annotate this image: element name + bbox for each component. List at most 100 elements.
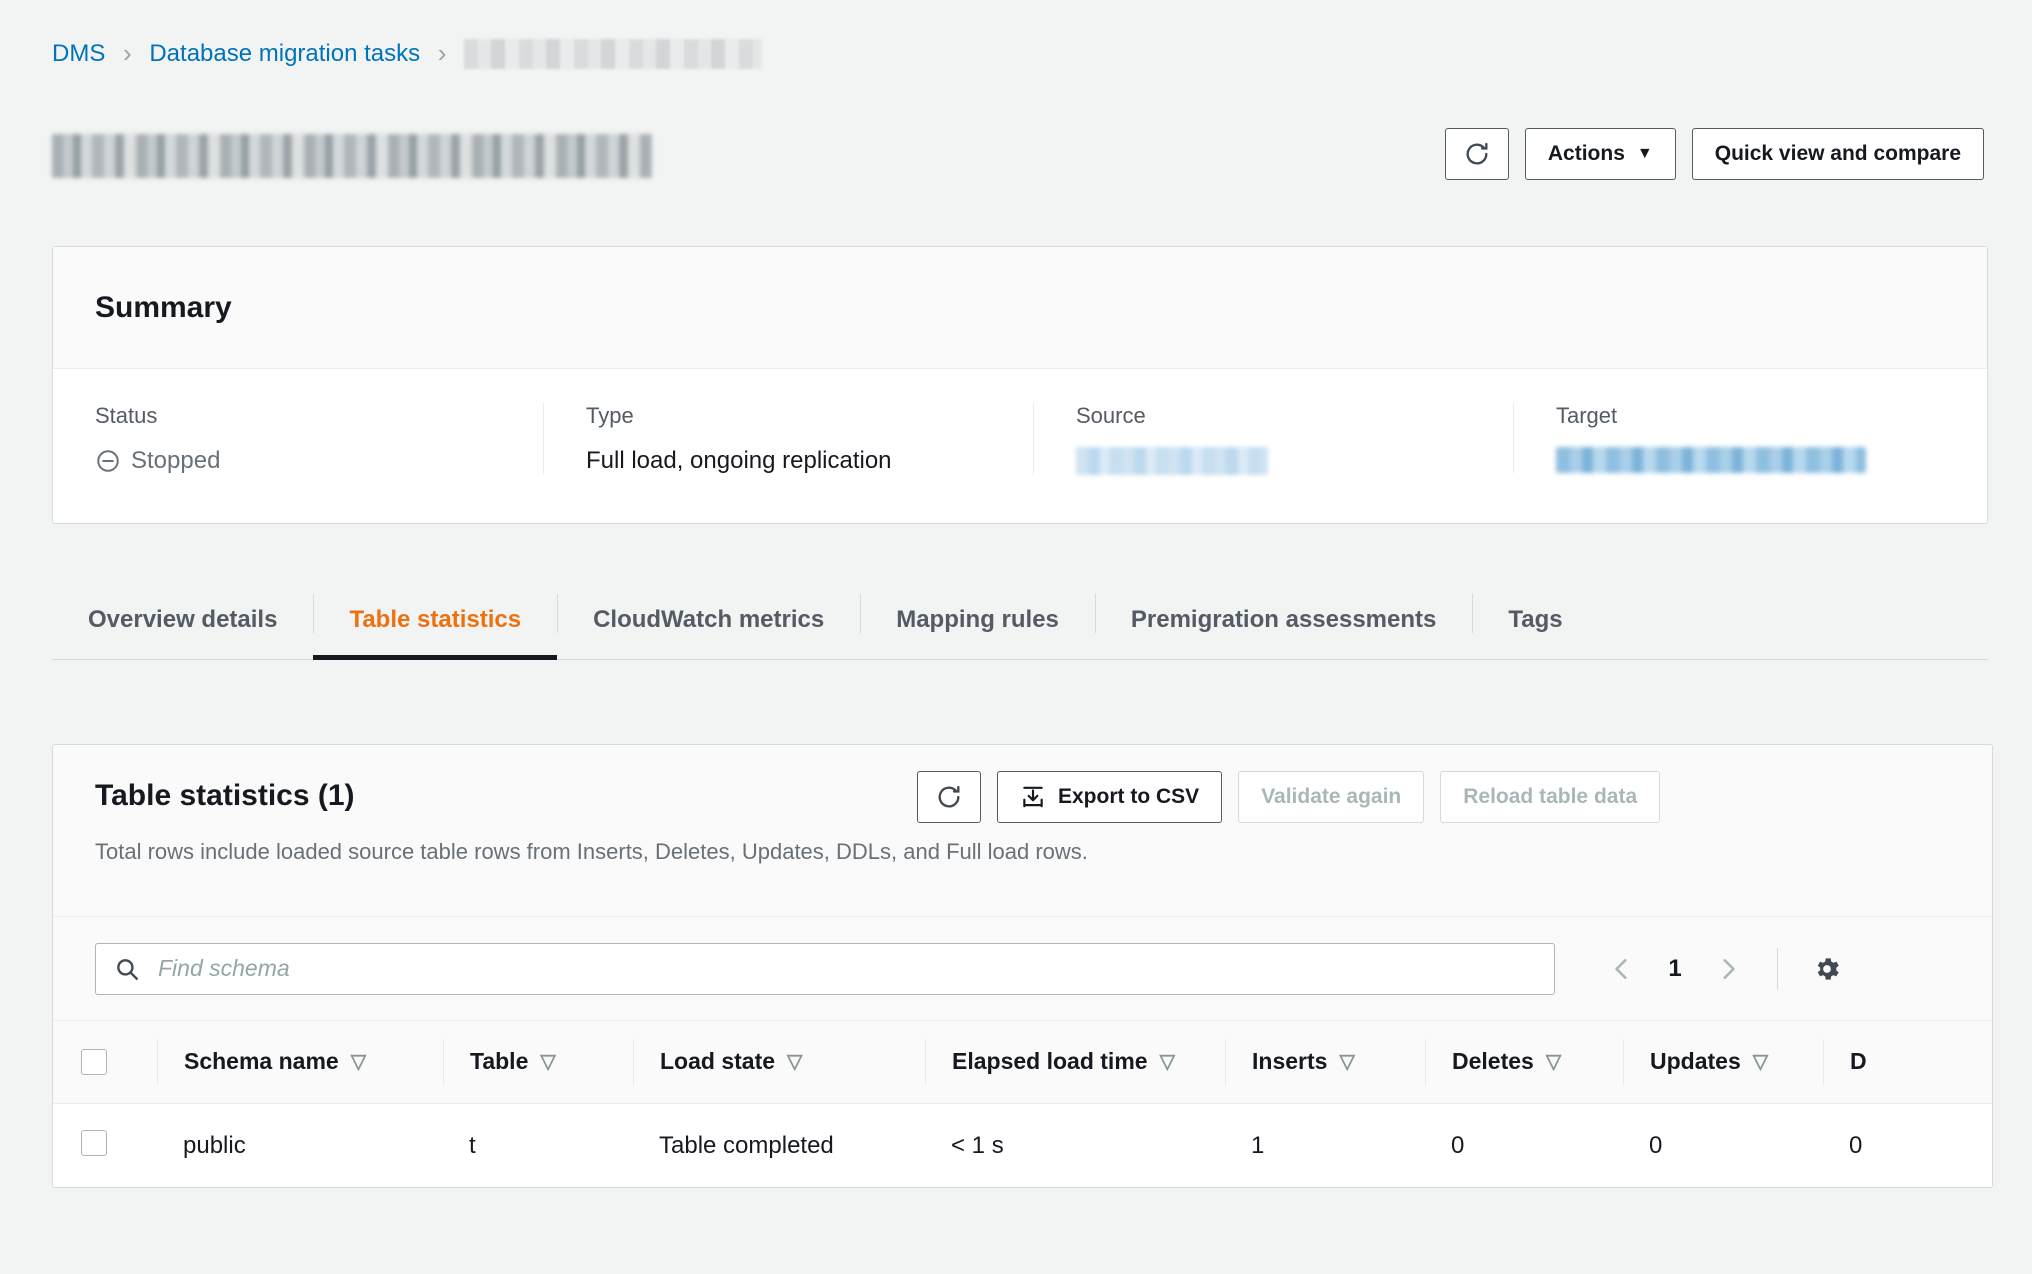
- column-header-load-state[interactable]: Load state ▽: [633, 1021, 925, 1104]
- column-header-inserts-label: Inserts: [1252, 1048, 1328, 1075]
- cell-inserts: 1: [1225, 1103, 1425, 1187]
- column-header-load-state-label: Load state: [660, 1048, 776, 1075]
- search-icon: [114, 956, 140, 982]
- source-endpoint-link-redacted[interactable]: [1076, 447, 1268, 475]
- table-refresh-button[interactable]: [917, 771, 981, 823]
- column-header-schema-name[interactable]: Schema name ▽: [157, 1021, 443, 1104]
- download-icon: [1020, 784, 1046, 810]
- summary-card-header: Summary: [53, 247, 1987, 369]
- select-all-checkbox[interactable]: [81, 1048, 107, 1075]
- summary-field-type-label: Type: [586, 403, 634, 428]
- sort-icon[interactable]: ▽: [540, 1050, 556, 1073]
- sort-icon[interactable]: ▽: [787, 1050, 803, 1073]
- tab-tags[interactable]: Tags: [1472, 580, 1598, 659]
- cell-deletes: 0: [1425, 1103, 1623, 1187]
- page-title: [52, 134, 652, 178]
- task-detail-tabs: Overview details Table statistics CloudW…: [52, 580, 1988, 660]
- table-row[interactable]: public t Table completed < 1 s 1 0 0 0: [53, 1103, 1992, 1187]
- table-statistics-table: Schema name ▽ Table ▽ Load state ▽: [53, 1021, 1992, 1187]
- quick-view-and-compare-button[interactable]: Quick view and compare: [1691, 128, 1984, 180]
- summary-field-status: Status Stopped: [53, 403, 543, 475]
- sort-icon[interactable]: ▽: [1339, 1050, 1355, 1073]
- column-header-inserts[interactable]: Inserts ▽: [1225, 1021, 1425, 1104]
- summary-card: Summary Status Stopped Type Full load: [52, 246, 1988, 524]
- target-endpoint-link-redacted[interactable]: [1556, 447, 1866, 473]
- row-checkbox[interactable]: [81, 1129, 107, 1156]
- column-header-updates-label: Updates: [1650, 1048, 1741, 1075]
- tab-table-statistics[interactable]: Table statistics: [313, 580, 557, 660]
- cell-load-state: Table completed: [633, 1103, 925, 1187]
- pagination-divider: [1777, 947, 1778, 990]
- column-header-table-label: Table: [470, 1048, 529, 1075]
- breadcrumb-item-database-migration-tasks[interactable]: Database migration tasks: [149, 39, 421, 67]
- sort-icon[interactable]: ▽: [1752, 1050, 1769, 1073]
- validate-again-label: Validate again: [1261, 785, 1402, 808]
- sort-icon[interactable]: ▽: [350, 1050, 367, 1073]
- cell-schema-name: public: [157, 1103, 443, 1187]
- validate-again-button[interactable]: Validate again: [1238, 771, 1425, 823]
- row-select-cell: [53, 1103, 157, 1187]
- column-header-ddls[interactable]: D: [1823, 1021, 1992, 1104]
- pagination-next-button[interactable]: [1705, 946, 1751, 992]
- search-schema-box[interactable]: [95, 942, 1555, 995]
- tab-premigration-assessments[interactable]: Premigration assessments: [1094, 580, 1472, 659]
- table-filter-row: 1: [53, 917, 1992, 1021]
- refresh-icon: [1463, 140, 1491, 168]
- cell-ddls: 0: [1823, 1103, 1992, 1187]
- summary-field-type: Type Full load, ongoing replication: [543, 403, 1033, 475]
- table-statistics-header: Table statistics (1) Total rows include …: [53, 745, 1992, 917]
- tab-cloudwatch-metrics[interactable]: CloudWatch metrics: [557, 580, 860, 659]
- export-to-csv-button[interactable]: Export to CSV: [997, 771, 1223, 823]
- cell-updates: 0: [1623, 1103, 1823, 1187]
- reload-table-data-button[interactable]: Reload table data: [1440, 771, 1661, 823]
- breadcrumb-item-dms[interactable]: DMS: [52, 39, 106, 67]
- table-preferences-button[interactable]: [1804, 946, 1850, 992]
- export-to-csv-label: Export to CSV: [1058, 785, 1200, 808]
- quick-view-button-label: Quick view and compare: [1714, 142, 1961, 165]
- table-header-row: Schema name ▽ Table ▽ Load state ▽: [53, 1021, 1992, 1104]
- column-header-deletes-label: Deletes: [1452, 1048, 1534, 1075]
- pagination-prev-button[interactable]: [1599, 946, 1645, 992]
- pagination-page-1[interactable]: 1: [1668, 954, 1682, 982]
- chevron-left-icon: [1609, 956, 1635, 982]
- breadcrumb-separator-icon: ›: [437, 38, 447, 68]
- breadcrumb: DMS › Database migration tasks ›: [52, 38, 763, 69]
- table-statistics-actions: Export to CSV Validate again Reload tabl…: [917, 771, 1661, 823]
- summary-card-body: Status Stopped Type Full load, ongoing r…: [53, 369, 1987, 523]
- sort-icon[interactable]: ▽: [1545, 1050, 1562, 1073]
- table-statistics-panel: Table statistics (1) Total rows include …: [52, 744, 1993, 1188]
- tab-mapping-rules[interactable]: Mapping rules: [860, 580, 1095, 659]
- sort-icon[interactable]: ▽: [1159, 1050, 1175, 1073]
- column-header-schema-name-label: Schema name: [184, 1048, 339, 1075]
- summary-field-target-value-wrap: [1556, 447, 1989, 473]
- cell-table: t: [443, 1103, 633, 1187]
- summary-field-source: Source: [1033, 403, 1513, 475]
- column-header-table[interactable]: Table ▽: [443, 1021, 633, 1104]
- reload-table-data-label: Reload table data: [1463, 785, 1638, 808]
- gear-icon: [1812, 954, 1842, 984]
- column-header-deletes[interactable]: Deletes ▽: [1425, 1021, 1623, 1104]
- actions-dropdown-button[interactable]: Actions ▼: [1524, 128, 1676, 180]
- select-all-header: [53, 1021, 157, 1104]
- stopped-circle-minus-icon: [95, 448, 121, 474]
- chevron-right-icon: [1715, 956, 1741, 982]
- summary-heading: Summary: [95, 290, 232, 324]
- breadcrumb-item-task-name-redacted[interactable]: [464, 38, 763, 69]
- search-input[interactable]: [158, 955, 1536, 982]
- column-header-updates[interactable]: Updates ▽: [1623, 1021, 1823, 1104]
- pagination: 1: [1599, 946, 1850, 992]
- summary-field-target-label: Target: [1556, 403, 1618, 428]
- summary-field-status-value-wrap: Stopped: [95, 447, 543, 475]
- column-header-elapsed-load-time[interactable]: Elapsed load time ▽: [925, 1021, 1225, 1104]
- summary-field-status-label: Status: [95, 403, 158, 428]
- page-actions-toolbar: Actions ▼ Quick view and compare: [1444, 128, 1984, 180]
- tab-overview-details[interactable]: Overview details: [88, 605, 278, 633]
- summary-field-source-value-wrap: [1076, 447, 1513, 475]
- table-statistics-title: Table statistics (1): [95, 779, 355, 812]
- breadcrumb-separator-icon: ›: [123, 38, 132, 68]
- summary-field-type-value: Full load, ongoing replication: [586, 447, 892, 474]
- refresh-button[interactable]: [1444, 128, 1509, 180]
- table-statistics-description: Total rows include loaded source table r…: [95, 839, 1088, 864]
- column-header-elapsed-load-time-label: Elapsed load time: [952, 1048, 1148, 1075]
